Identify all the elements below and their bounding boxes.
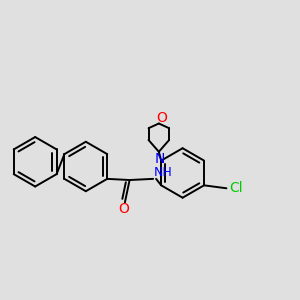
- Text: N: N: [155, 152, 165, 166]
- Text: NH: NH: [154, 167, 172, 179]
- Text: Cl: Cl: [229, 181, 242, 195]
- Text: O: O: [118, 202, 129, 217]
- Text: O: O: [156, 111, 167, 124]
